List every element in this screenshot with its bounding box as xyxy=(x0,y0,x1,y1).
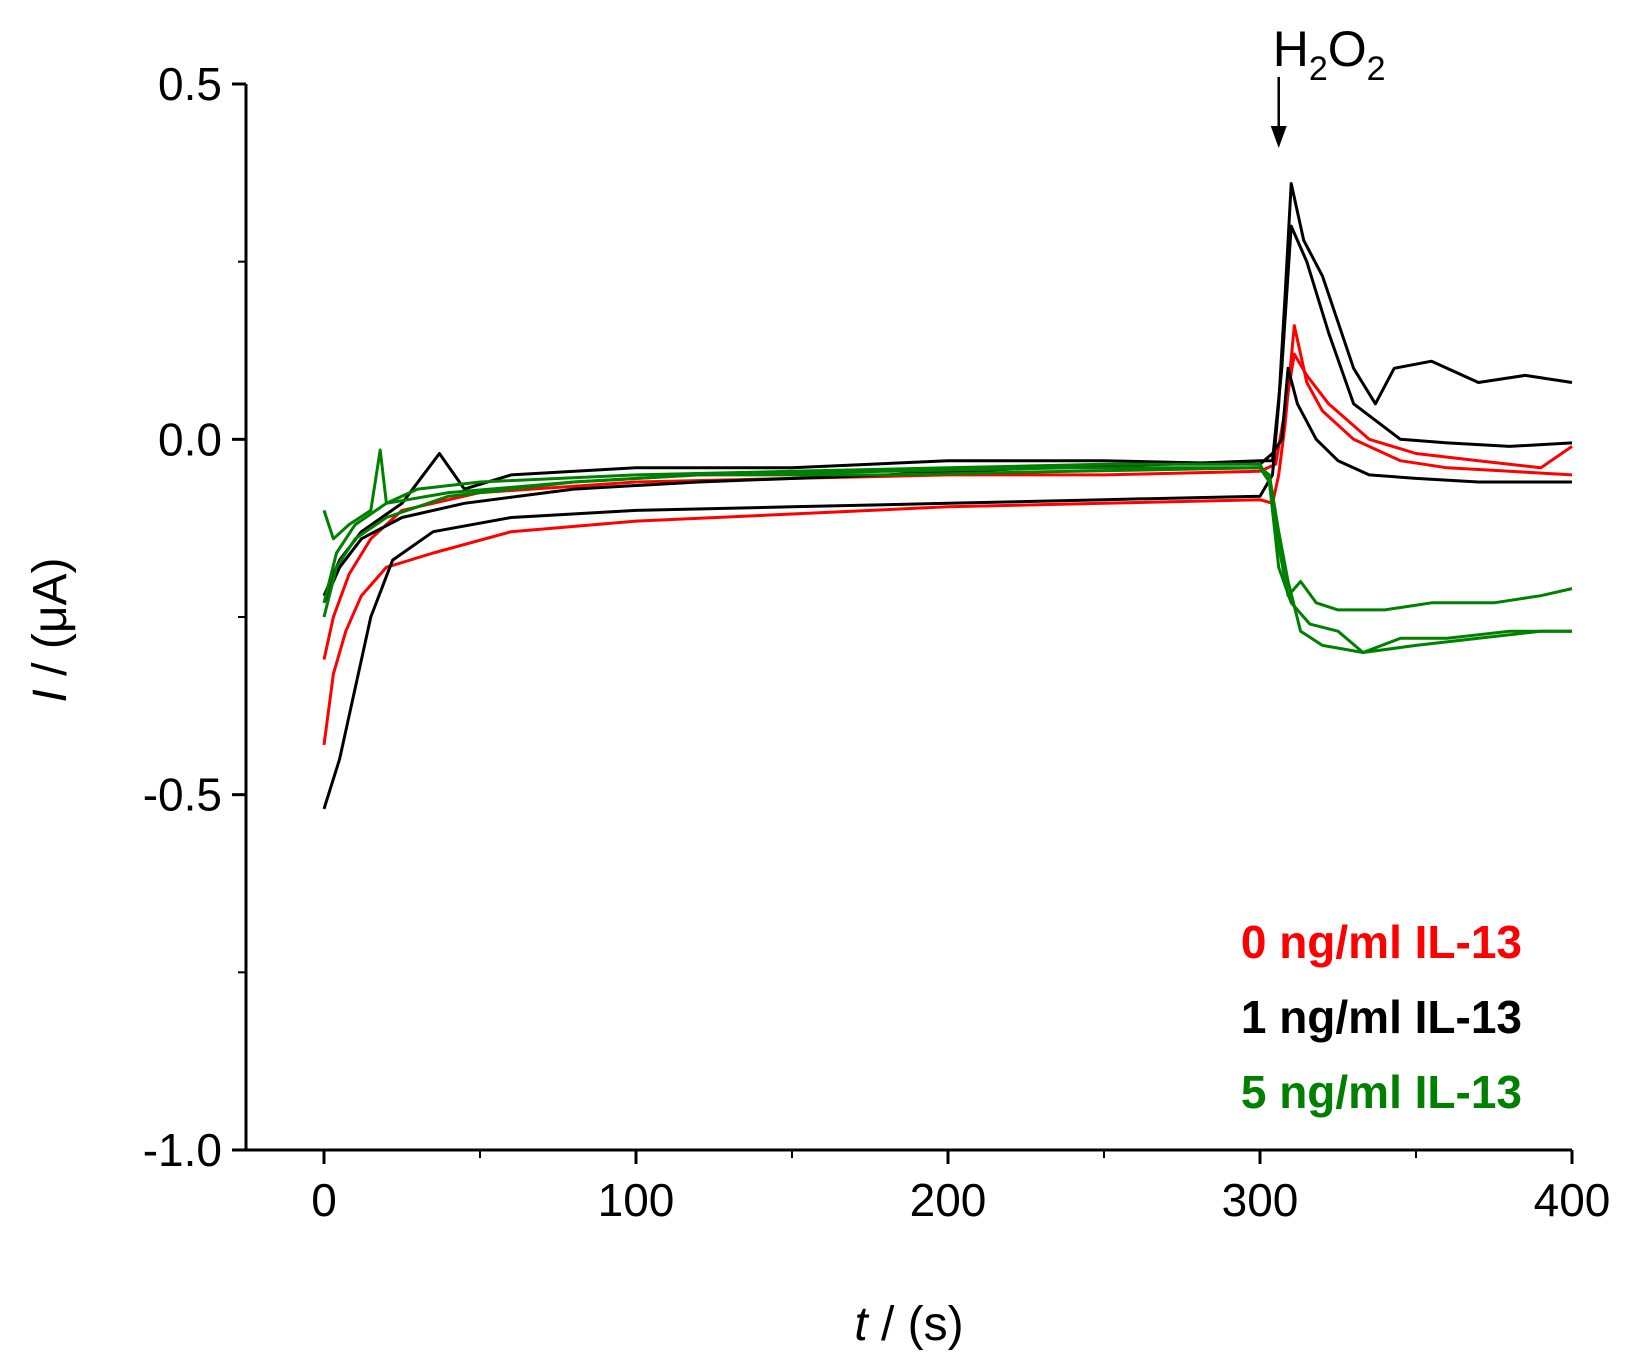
series-line-3 xyxy=(322,224,1573,604)
legend: 0 ng/ml IL-13 1 ng/ml IL-13 5 ng/ml IL-1… xyxy=(1241,916,1522,1118)
x-tick-label: 400 xyxy=(1534,1174,1611,1226)
annotation-main: H xyxy=(1273,21,1309,77)
x-axis-label: t / (s) xyxy=(854,1298,963,1351)
x-axis-label-var: t xyxy=(854,1298,869,1351)
x-tick-label: 200 xyxy=(910,1174,987,1226)
y-axis-label-unit: / (μA) xyxy=(24,558,77,690)
x-axis-label-unit: / (s) xyxy=(868,1298,964,1351)
series-line-5 xyxy=(322,448,1573,612)
x-tick-label: 100 xyxy=(598,1174,675,1226)
x-tick-label: 300 xyxy=(1222,1174,1299,1226)
series-line-4 xyxy=(322,366,1572,597)
x-ticks: 0 100 200 300 400 xyxy=(311,1150,1610,1226)
annotation-mid: O xyxy=(1328,21,1367,77)
annotation-text: H2O2 xyxy=(1273,21,1386,88)
legend-entry-0-ng-ml: 0 ng/ml IL-13 xyxy=(1241,916,1522,968)
annotation-sub1: 2 xyxy=(1309,50,1328,88)
y-axis-label: I / (μA) xyxy=(24,558,77,703)
legend-entry-1-ng-ml: 1 ng/ml IL-13 xyxy=(1241,991,1522,1043)
series-line-2 xyxy=(322,182,1573,810)
series-line-6 xyxy=(322,466,1572,654)
y-axis-label-var: I xyxy=(24,689,77,702)
series-line-0 xyxy=(322,324,1573,746)
y-tick-label: -1.0 xyxy=(143,1124,222,1176)
y-tick-label: 0.0 xyxy=(158,413,222,465)
y-tick-label: -0.5 xyxy=(143,769,222,821)
h2o2-annotation: H2O2 xyxy=(1270,21,1386,148)
series-group xyxy=(322,182,1573,810)
x-tick-label: 0 xyxy=(311,1174,337,1226)
y-tick-label: 0.5 xyxy=(158,58,222,110)
legend-entry-5-ng-ml: 5 ng/ml IL-13 xyxy=(1241,1066,1522,1118)
series-line-7 xyxy=(322,466,1572,654)
y-ticks: -1.0 -0.5 0.0 0.5 xyxy=(143,58,246,1176)
annotation-arrow-head xyxy=(1270,125,1287,148)
annotation-sub2: 2 xyxy=(1367,50,1386,88)
